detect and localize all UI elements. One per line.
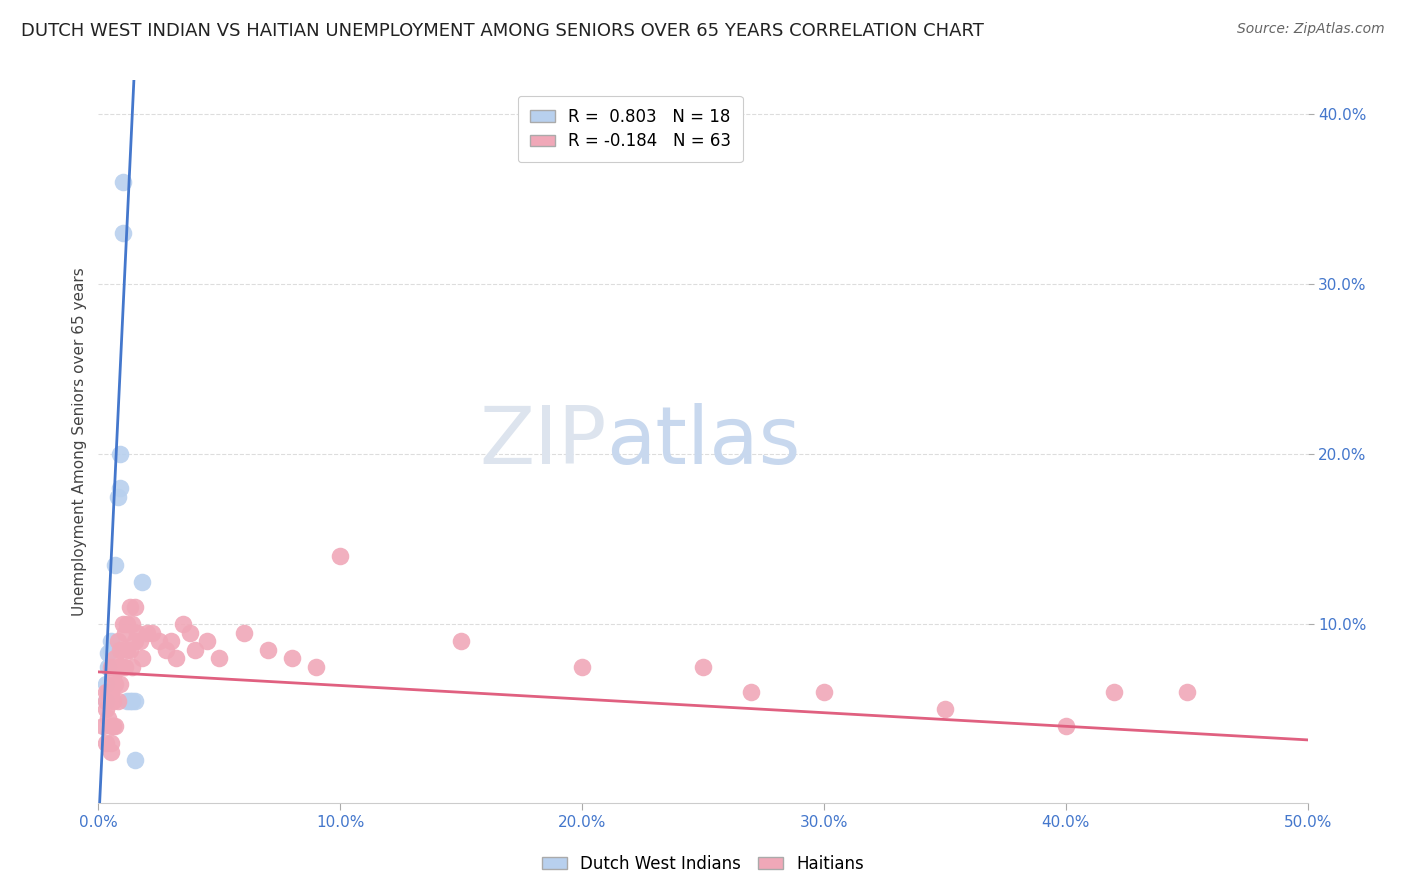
Point xyxy=(94,685,117,699)
Legend: Dutch West Indians, Haitians: Dutch West Indians, Haitians xyxy=(536,848,870,880)
Point xyxy=(692,660,714,674)
Point xyxy=(118,600,141,615)
Point xyxy=(104,719,127,733)
Point xyxy=(107,634,129,648)
Point xyxy=(97,685,120,699)
Point xyxy=(104,651,127,665)
Point xyxy=(100,660,122,674)
Point xyxy=(104,558,127,572)
Point xyxy=(571,660,593,674)
Point xyxy=(155,642,177,657)
Point xyxy=(1175,685,1198,699)
Point xyxy=(100,745,122,759)
Point xyxy=(108,642,131,657)
Text: DUTCH WEST INDIAN VS HAITIAN UNEMPLOYMENT AMONG SENIORS OVER 65 YEARS CORRELATIO: DUTCH WEST INDIAN VS HAITIAN UNEMPLOYMEN… xyxy=(21,22,984,40)
Point xyxy=(100,719,122,733)
Point xyxy=(148,634,170,648)
Y-axis label: Unemployment Among Seniors over 65 years: Unemployment Among Seniors over 65 years xyxy=(72,268,87,615)
Point xyxy=(100,634,122,648)
Point xyxy=(131,574,153,589)
Point xyxy=(108,677,131,691)
Point xyxy=(91,719,114,733)
Text: atlas: atlas xyxy=(606,402,800,481)
Point xyxy=(97,660,120,674)
Point xyxy=(94,702,117,716)
Point xyxy=(94,694,117,708)
Point xyxy=(179,625,201,640)
Point xyxy=(97,646,120,660)
Point xyxy=(121,617,143,632)
Point xyxy=(108,447,131,461)
Point xyxy=(281,651,304,665)
Point xyxy=(305,660,328,674)
Point xyxy=(101,694,124,708)
Point xyxy=(108,481,131,495)
Point xyxy=(141,625,163,640)
Point xyxy=(117,642,139,657)
Text: ZIP: ZIP xyxy=(479,402,606,481)
Point xyxy=(232,625,254,640)
Point xyxy=(131,651,153,665)
Point xyxy=(101,668,124,682)
Point xyxy=(1054,719,1077,733)
Point xyxy=(94,694,117,708)
Legend: R =  0.803   N = 18, R = -0.184   N = 63: R = 0.803 N = 18, R = -0.184 N = 63 xyxy=(519,95,742,161)
Point xyxy=(107,490,129,504)
Point xyxy=(111,175,134,189)
Point xyxy=(740,685,762,699)
Point xyxy=(118,642,141,657)
Point xyxy=(107,660,129,674)
Point xyxy=(124,753,146,767)
Point xyxy=(127,625,149,640)
Point xyxy=(128,634,150,648)
Point xyxy=(450,634,472,648)
Point xyxy=(118,694,141,708)
Point xyxy=(172,617,194,632)
Point xyxy=(121,694,143,708)
Point xyxy=(94,677,117,691)
Point xyxy=(97,711,120,725)
Point xyxy=(165,651,187,665)
Point xyxy=(208,651,231,665)
Point xyxy=(934,702,956,716)
Point xyxy=(135,625,157,640)
Point xyxy=(114,625,136,640)
Point xyxy=(107,694,129,708)
Point xyxy=(160,634,183,648)
Point xyxy=(813,685,835,699)
Point xyxy=(121,660,143,674)
Point xyxy=(100,685,122,699)
Point xyxy=(124,600,146,615)
Point xyxy=(101,719,124,733)
Point xyxy=(100,736,122,750)
Point xyxy=(195,634,218,648)
Point xyxy=(117,617,139,632)
Point xyxy=(111,617,134,632)
Point xyxy=(114,660,136,674)
Text: Source: ZipAtlas.com: Source: ZipAtlas.com xyxy=(1237,22,1385,37)
Point xyxy=(256,642,278,657)
Point xyxy=(184,642,207,657)
Point xyxy=(117,694,139,708)
Point xyxy=(104,677,127,691)
Point xyxy=(100,642,122,657)
Point xyxy=(111,660,134,674)
Point xyxy=(124,634,146,648)
Point xyxy=(111,227,134,241)
Point xyxy=(94,736,117,750)
Point xyxy=(124,694,146,708)
Point xyxy=(1102,685,1125,699)
Point xyxy=(329,549,352,564)
